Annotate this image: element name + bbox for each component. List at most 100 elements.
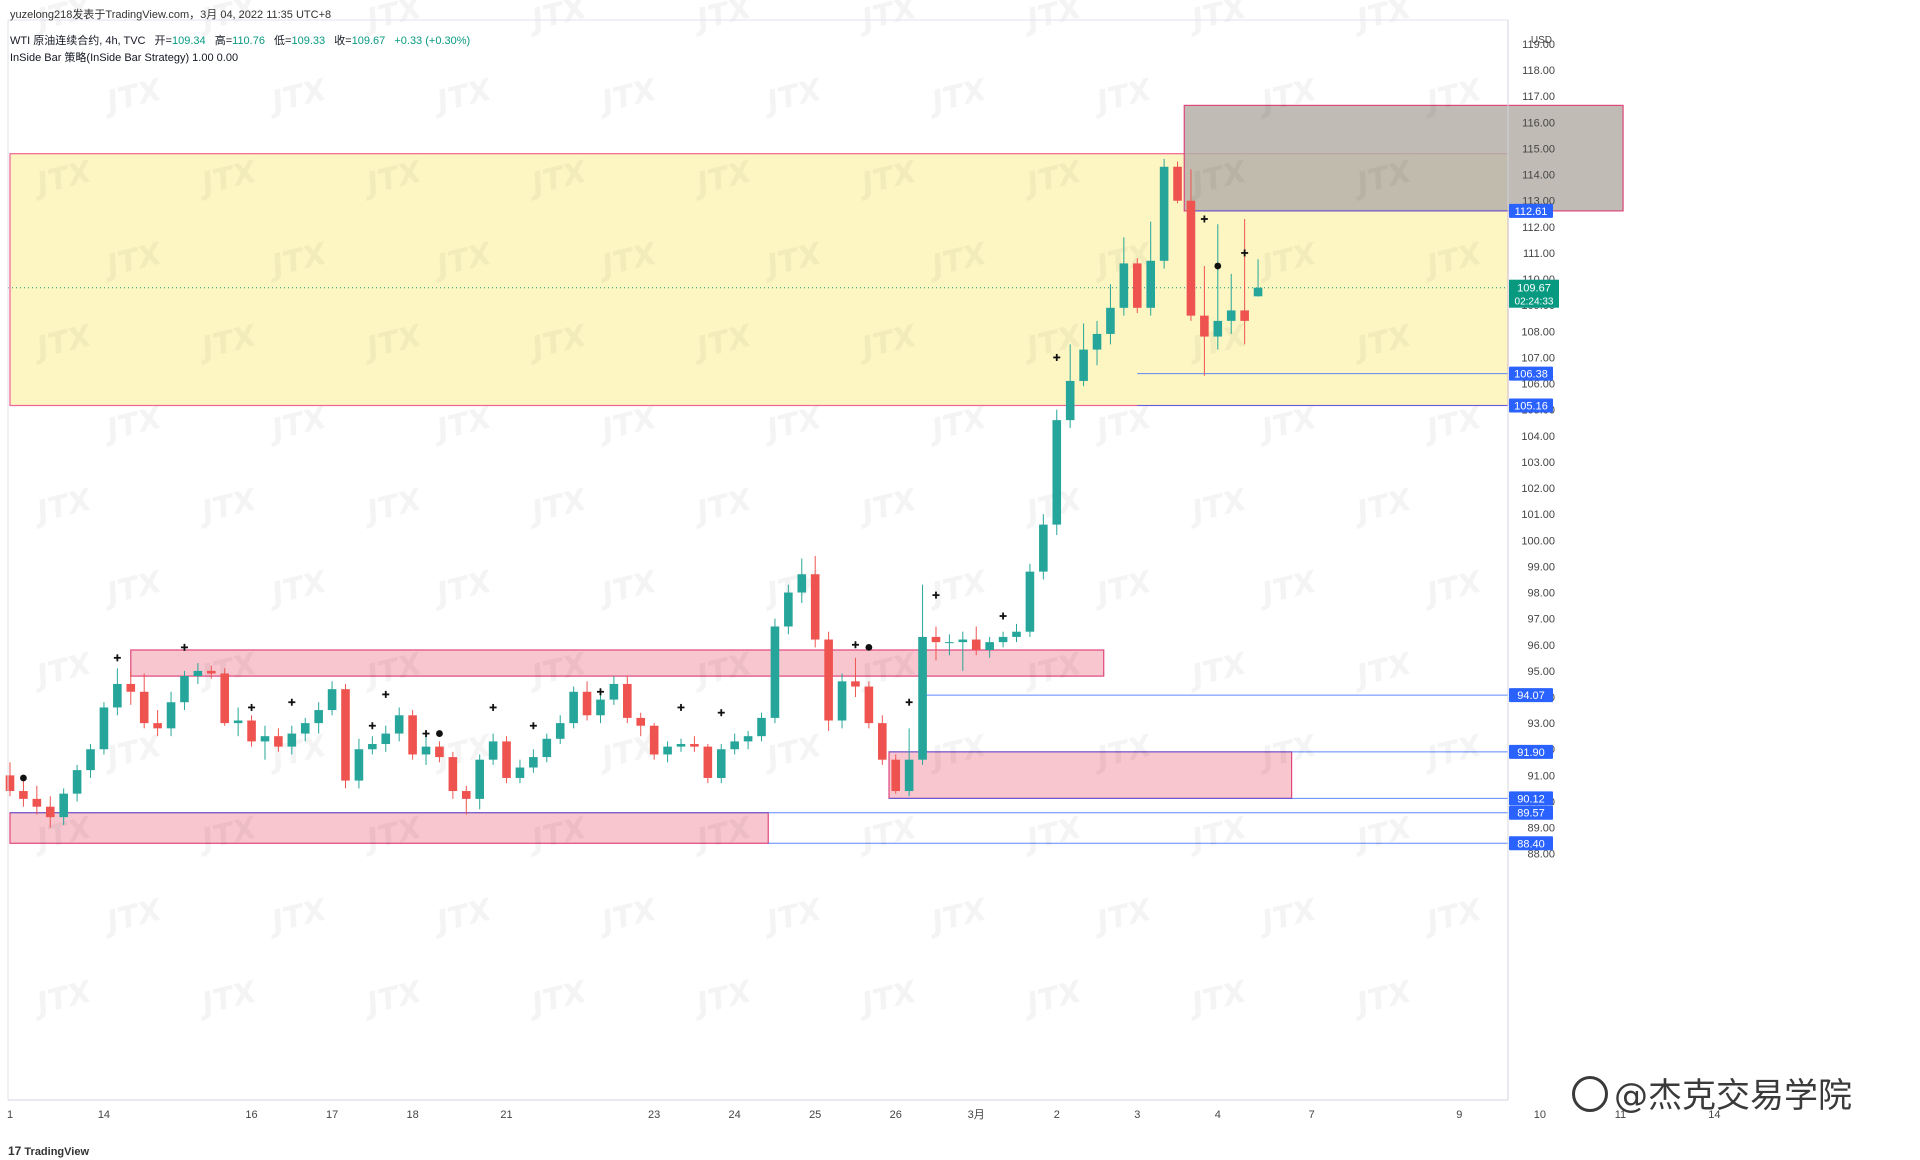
price-tick: 114.00: [1522, 170, 1555, 182]
watermark-mark: JTX: [1419, 400, 1487, 449]
candles-layer: [5, 158, 1263, 828]
time-tick: 3: [1134, 1109, 1140, 1121]
price-tick: 112.00: [1522, 222, 1555, 234]
time-tick: 9: [1456, 1109, 1462, 1121]
candle: [247, 720, 256, 742]
candle: [864, 686, 874, 724]
watermark-mark: JTX: [264, 728, 332, 777]
watermark-mark: JTX: [29, 482, 97, 531]
candle: [220, 673, 230, 724]
watermark-mark: JTX: [99, 564, 167, 613]
level-label: 112.61: [1515, 206, 1548, 218]
symbol-name: WTI 原油连续合约, 4h, TVC: [10, 35, 146, 47]
time-tick: 1: [7, 1109, 13, 1121]
candle: [354, 749, 364, 781]
watermark-mark: JTX: [99, 892, 167, 941]
watermark-mark: JTX: [264, 400, 332, 449]
marker-dot: [20, 774, 27, 782]
time-tick: 25: [809, 1109, 821, 1121]
close-value: 109.67: [351, 35, 386, 47]
symbol-legend: WTI 原油连续合约, 4h, TVC 开=109.34 高=110.76 低=…: [10, 32, 476, 48]
level-label: 106.38: [1514, 369, 1548, 381]
watermark-mark: JTX: [29, 646, 97, 695]
candle: [998, 636, 1008, 643]
currency-label: USD: [1531, 35, 1552, 46]
level-label: 90.12: [1517, 793, 1545, 805]
price-tick: 103.00: [1521, 457, 1555, 469]
candle: [596, 699, 605, 716]
candle: [139, 691, 149, 724]
candle: [180, 676, 189, 703]
watermark-mark: JTX: [524, 974, 592, 1023]
candle: [985, 642, 994, 650]
time-tick: 18: [406, 1109, 418, 1121]
watermark-mark: JTX: [594, 400, 662, 449]
candle: [274, 736, 283, 747]
candle: [824, 639, 833, 721]
indicator-legend[interactable]: InSide Bar 策略(InSide Bar Strategy) 1.00 …: [10, 52, 239, 64]
open-label: 开=: [154, 35, 172, 47]
time-tick: 14: [98, 1109, 110, 1121]
time-tick: 2: [1054, 1109, 1060, 1121]
tradingview-logo[interactable]: 17 TradingView: [8, 1144, 89, 1158]
watermark-mark: JTX: [924, 892, 992, 941]
candle: [1012, 631, 1021, 637]
candle: [1173, 166, 1182, 201]
watermark-mark: JTX: [594, 72, 662, 121]
high-label: 高=: [214, 35, 233, 47]
level-lines-layer: [8, 210, 1508, 844]
price-tick: 101.00: [1521, 509, 1555, 521]
level-label-box: [1509, 688, 1553, 703]
watermark-mark: JTX: [1349, 810, 1417, 859]
candle: [810, 574, 820, 640]
watermark-mark: JTX: [429, 72, 497, 121]
watermark-mark: JTX: [854, 810, 922, 859]
candle: [260, 736, 270, 742]
watermark-mark: JTX: [1419, 892, 1487, 941]
candle: [327, 689, 337, 711]
watermark-mark: JTX: [1184, 974, 1252, 1023]
markers-layer: [20, 215, 1249, 782]
watermark-mark: JTX: [689, 482, 757, 531]
price-tick: 116.00: [1522, 117, 1555, 129]
watermark-mark: JTX: [1254, 400, 1322, 449]
watermark-mark: JTX: [594, 892, 662, 941]
candle: [958, 639, 968, 643]
price-tick: 89.00: [1527, 823, 1555, 835]
price-tick: 95.00: [1527, 666, 1555, 678]
candle: [166, 702, 176, 729]
candle: [1159, 166, 1169, 261]
candle: [569, 691, 578, 724]
marker-dot: [436, 730, 443, 737]
candle: [435, 746, 444, 758]
watermark-mark: JTX: [1349, 974, 1417, 1023]
watermark-mark: JTX: [29, 974, 97, 1023]
watermark-mark: JTX: [1349, 482, 1417, 531]
candle: [690, 744, 699, 747]
watermark-mark: JTX: [194, 974, 262, 1023]
candle: [32, 798, 42, 807]
candle: [1119, 263, 1129, 308]
level-label-box: [1509, 805, 1553, 820]
watermark-mark: JTX: [1419, 564, 1487, 613]
price-tick: 118.00: [1522, 65, 1555, 77]
price-tick: 111.00: [1523, 248, 1555, 260]
change-value: +0.33 (+0.30%): [394, 35, 471, 47]
candle: [1132, 263, 1142, 308]
time-tick: 10: [1534, 1109, 1546, 1121]
watermark-mark: JTX: [194, 482, 262, 531]
candle: [878, 723, 887, 760]
watermark-mark: JTX: [264, 564, 332, 613]
watermark-mark: JTX: [429, 400, 497, 449]
candle: [945, 642, 954, 644]
time-tick: 26: [890, 1109, 902, 1121]
candle: [542, 738, 552, 758]
candle: [797, 574, 807, 593]
candle: [314, 710, 323, 724]
time-tick: 14: [1708, 1109, 1720, 1121]
level-label-box: [1509, 836, 1553, 851]
current-price-box: [1509, 279, 1559, 308]
social-watermark: @杰克交易学院: [1572, 1068, 1852, 1117]
watermark-mark: JTX: [1089, 400, 1157, 449]
